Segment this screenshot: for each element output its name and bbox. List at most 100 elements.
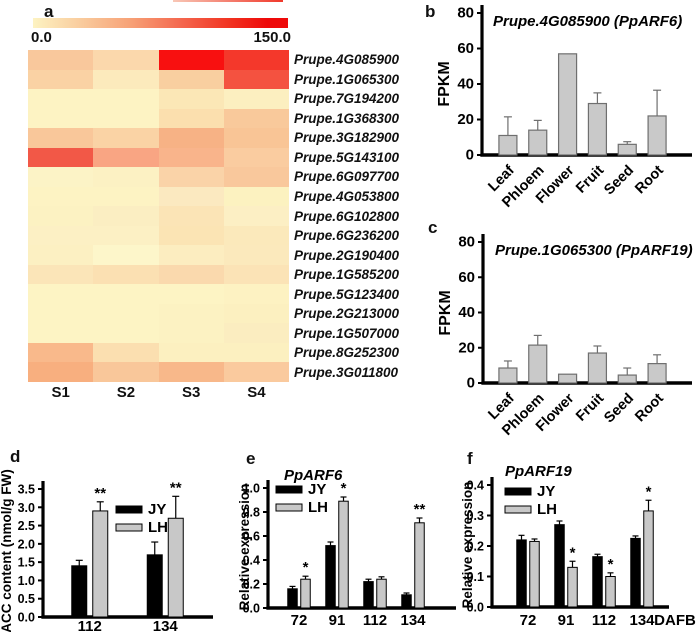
text-mark: ** — [170, 479, 182, 496]
heatmap-cell-r2c4 — [223, 69, 289, 90]
text-mark: 40 — [458, 304, 475, 321]
rect-mark — [643, 510, 654, 608]
rect-mark — [617, 143, 637, 156]
text-mark: PpARF6 — [284, 467, 343, 484]
text-mark: 0.6 — [243, 530, 260, 544]
heatmap-cell-r16c1 — [28, 342, 94, 363]
heatmap-cell-r11c3 — [158, 245, 224, 265]
text-mark: 0.1 — [467, 570, 484, 584]
text-mark: 1.5 — [18, 556, 35, 570]
heatmap-cell-r2c3 — [158, 69, 224, 90]
rect-mark — [115, 523, 143, 532]
text-mark: 2.0 — [18, 537, 35, 551]
text-mark: 72 — [291, 612, 308, 629]
text-mark: 1.0 — [243, 482, 260, 496]
text-mark: 20 — [457, 111, 474, 128]
text-mark: 91 — [558, 612, 575, 629]
heatmap-cell-r14c3 — [158, 303, 224, 324]
rect-mark — [115, 505, 143, 514]
heatmap-grid — [28, 50, 289, 382]
gene-label: Prupe.8G252300 — [294, 345, 400, 361]
heatmap-cell-r2c2 — [93, 69, 159, 90]
sample-label: S1 — [51, 384, 70, 401]
rect-mark — [498, 367, 518, 384]
text-mark: 134 — [629, 612, 655, 629]
sample-label: S2 — [116, 384, 136, 401]
rect-mark — [557, 53, 578, 156]
heatmap-cell-r8c2 — [93, 186, 159, 207]
text-mark: PpARF19 — [505, 463, 572, 480]
rect-mark — [414, 522, 425, 609]
heatmap-cell-r15c3 — [158, 323, 224, 343]
heatmap-cell-r10c4 — [223, 225, 289, 246]
heatmap-cell-r6c1 — [28, 147, 94, 168]
text-mark: DAFB — [654, 612, 696, 629]
heatmap-cell-r7c2 — [93, 167, 159, 187]
heatmap-cell-r1c4 — [223, 50, 289, 70]
heatmap-cell-r7c4 — [223, 167, 289, 187]
text-mark: 0.3 — [467, 509, 484, 523]
rect-mark — [71, 565, 88, 618]
heatmap-cell-r3c2 — [93, 89, 159, 109]
heatmap-cell-r5c2 — [93, 128, 159, 148]
gene-label: Prupe.6G102800 — [294, 208, 400, 224]
text-mark: 0.4 — [243, 554, 260, 568]
text-mark: FPKM — [436, 61, 453, 106]
heatmap-cell-r14c2 — [93, 303, 159, 324]
text-mark: 40 — [457, 76, 474, 93]
gene-label: Prupe.3G011800 — [294, 364, 399, 380]
panel-e-label: e — [246, 449, 256, 468]
gene-label: Prupe.1G368300 — [294, 110, 400, 126]
rect-mark — [504, 505, 532, 514]
heatmap-cell-r8c3 — [158, 186, 224, 207]
rect-mark — [146, 554, 163, 618]
text-mark: 134 — [400, 612, 426, 629]
text-mark: * — [303, 559, 309, 576]
gene-label: Prupe.3G182900 — [294, 130, 400, 146]
text-mark: 0.2 — [467, 540, 484, 554]
text-mark: * — [608, 556, 614, 573]
heatmap-cell-r6c2 — [93, 147, 159, 168]
scale-min-label: 0.0 — [31, 29, 52, 46]
text-mark: LH — [537, 501, 557, 518]
text-mark: JY — [308, 481, 326, 498]
heatmap-cell-r9c3 — [158, 206, 224, 226]
text-mark: 72 — [520, 612, 537, 629]
text-mark: Prupe.1G065300 (PpARF19) — [495, 242, 693, 259]
heatmap-cell-r5c3 — [158, 128, 224, 148]
heatmap-cell-r11c1 — [28, 245, 94, 265]
text-mark: * — [341, 480, 347, 497]
rect-mark — [592, 556, 603, 608]
scale-max-label: 150.0 — [253, 29, 291, 46]
sample-label: S3 — [181, 384, 201, 401]
text-mark: Seed — [601, 163, 637, 199]
heatmap-cell-r13c1 — [28, 284, 94, 304]
heatmap-cell-r3c4 — [223, 89, 289, 109]
text-mark: 112 — [592, 612, 616, 629]
text-mark: ** — [94, 485, 106, 502]
cropped-colorbar-sliver — [173, 0, 283, 2]
heatmap-cell-r10c1 — [28, 225, 94, 246]
gene-label: Prupe.5G123400 — [294, 286, 400, 302]
text-mark: 0.0 — [467, 601, 484, 615]
heatmap-cell-r9c2 — [93, 206, 159, 226]
heatmap-cell-r5c1 — [28, 128, 94, 148]
panel-b-label: b — [425, 2, 436, 21]
text-mark: * — [646, 483, 652, 500]
heatmap-cell-r16c3 — [158, 342, 224, 363]
rect-mark — [617, 374, 637, 384]
heatmap-cell-r17c1 — [28, 362, 94, 382]
text-mark: 0.4 — [467, 479, 484, 493]
rect-mark — [167, 517, 184, 618]
text-mark: 0.2 — [243, 578, 260, 592]
text-mark: ** — [414, 501, 426, 518]
gene-label: Prupe.1G507000 — [294, 325, 400, 341]
text-mark: 134 — [153, 618, 179, 632]
gene-label: Prupe.4G053800 — [294, 188, 400, 204]
heatmap-cell-r17c2 — [93, 362, 159, 382]
rect-mark — [92, 510, 109, 618]
text-mark: JY — [148, 501, 166, 518]
